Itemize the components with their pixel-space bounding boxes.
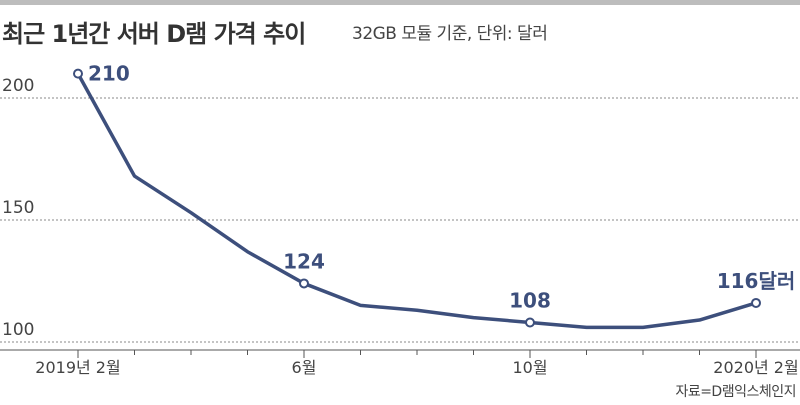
x-tick-label: 6월 [292, 358, 317, 377]
data-label: 124 [283, 249, 325, 273]
y-tick-label: 200 [2, 76, 34, 96]
data-point-marker [751, 297, 761, 308]
chart-subtitle: 32GB 모듈 기준, 단위: 달러 [352, 24, 548, 44]
data-label: 210 [88, 62, 130, 86]
x-tick-label: 2019년 2월 [35, 358, 120, 377]
x-tick-label: 2020년 2월 [713, 358, 798, 377]
source-note: 자료=D램익스체인지 [675, 384, 796, 400]
x-tick-label: 10월 [512, 358, 547, 377]
top-rule [0, 0, 800, 5]
data-point-marker [299, 278, 309, 289]
chart-title: 최근 1년간 서버 D램 가격 추이 [2, 20, 306, 48]
data-point-marker [525, 317, 535, 328]
y-tick-label: 150 [2, 198, 34, 218]
data-point-marker [73, 68, 83, 79]
data-label: 108 [509, 288, 551, 312]
series-line [76, 71, 758, 330]
y-tick-label: 100 [2, 320, 34, 340]
data-label: 116달러 [717, 269, 796, 293]
